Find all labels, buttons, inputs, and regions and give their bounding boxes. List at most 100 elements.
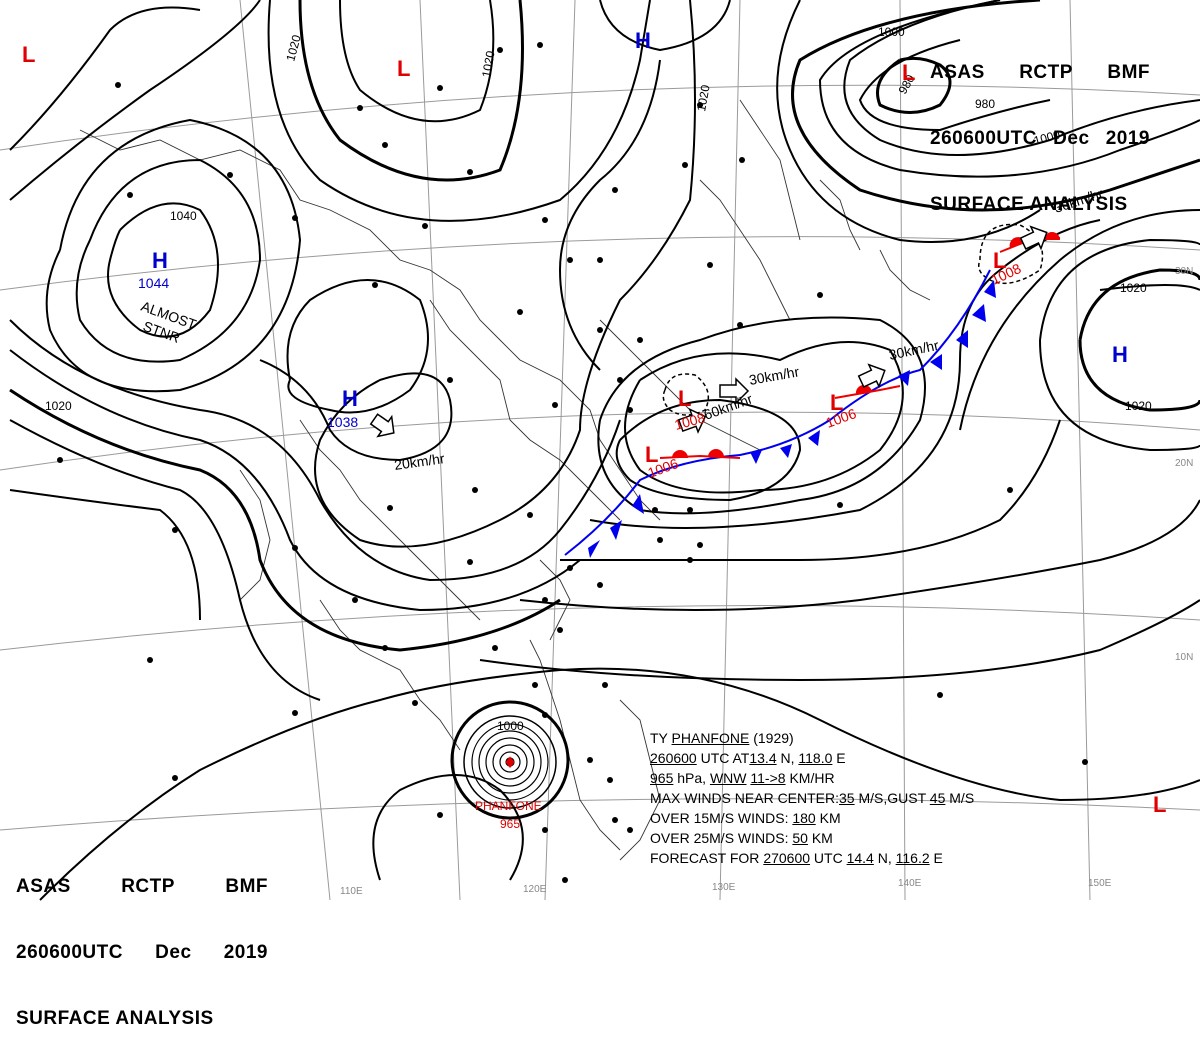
isobars <box>9 0 1200 901</box>
ty-forecast-label: FORECAST FOR <box>650 850 760 866</box>
ty-hpa: hPa, <box>677 770 707 786</box>
coastlines <box>79 99 931 861</box>
ty-forecast-lon: 116.2 <box>895 850 930 866</box>
typhoon-line-6: OVER 25M/S WINDS: 50 KM <box>650 828 974 848</box>
central-pressures: 1044 1038 1006 1006 1008 1008 <box>138 260 1024 481</box>
ty-lat: 13.4 <box>749 750 777 766</box>
typhoon-name-label: PHANFONE <box>475 799 542 813</box>
ty-max-winds-label: MAX WINDS NEAR CENTER: <box>650 790 840 806</box>
isobar-label: 1020 <box>283 33 304 63</box>
ty-n: N, <box>780 750 795 766</box>
isobar-label: 1020 <box>1125 399 1152 413</box>
header-bottom: ASAS RCTP BMF 260600UTC Dec 2019 SURFACE… <box>16 832 268 1052</box>
ty-prefix: TY <box>650 730 668 746</box>
typhoon-isobars <box>450 700 570 820</box>
isobar-label: 1020 <box>1120 281 1147 295</box>
ty-lon: 118.0 <box>798 750 833 766</box>
lon-label: 130E <box>712 882 736 893</box>
low-center: L <box>830 390 843 415</box>
isobar-label: 1000 <box>497 719 524 733</box>
central-pressure: 1006 <box>824 405 859 431</box>
low-center: L <box>902 60 915 85</box>
header-month: Dec <box>1053 128 1090 149</box>
typhoon-line-7: FORECAST FOR 270600 UTC 14.4 N, 116.2 E <box>650 848 974 868</box>
low-center: L <box>397 56 410 81</box>
header-month: Dec <box>155 942 192 963</box>
lat-label: 20N <box>1175 458 1193 469</box>
ty-25ms-unit: KM <box>811 830 833 846</box>
ty-gust-label: M/S,GUST <box>858 790 926 806</box>
header-datetime: 260600UTC <box>930 128 1037 149</box>
lon-label: 110E <box>340 886 363 897</box>
lat-label: 30N <box>1175 266 1193 277</box>
ty-max-winds: 35 <box>839 790 855 806</box>
ty-forecast-utc: UTC <box>813 850 843 866</box>
header-office: BMF <box>1107 62 1150 83</box>
ty-gust-unit: M/S <box>949 790 975 806</box>
ty-e: E <box>836 750 846 766</box>
header-agency: ASAS <box>16 876 71 897</box>
ty-speed-unit: KM/HR <box>789 770 835 786</box>
ty-15ms-radius: 180 <box>792 810 816 826</box>
cold-front <box>564 269 996 558</box>
ty-pressure: 965 <box>650 770 674 786</box>
ty-forecast-e: E <box>933 850 943 866</box>
low-center: L <box>22 42 35 67</box>
high-center: H <box>635 28 651 53</box>
typhoon-line-4: MAX WINDS NEAR CENTER:35 M/S,GUST 45 M/S <box>650 788 974 808</box>
ty-gust: 45 <box>929 790 946 806</box>
typhoon-line-1: TY PHANFONE (1929) <box>650 728 974 748</box>
header-agency: ASAS <box>930 62 985 83</box>
ty-utc-at: UTC AT <box>700 750 750 766</box>
lon-label: 150E <box>1088 878 1112 889</box>
ty-number: (1929) <box>753 730 794 746</box>
high-center: H <box>342 386 358 411</box>
lon-label: 140E <box>898 878 922 889</box>
isobar-label-group: 1020 1020 1020 1040 1020 1000 980 980 10… <box>45 25 1152 733</box>
low-center: L <box>993 248 1006 273</box>
high-center: H <box>152 248 168 273</box>
header-top: ASAS RCTP BMF 260600UTC Dec 2019 SURFACE… <box>930 18 1150 238</box>
header-station: RCTP <box>1019 62 1073 83</box>
typhoon-line-2: 260600 UTC AT13.4 N, 118.0 E <box>650 748 974 768</box>
isobar-label: 1020 <box>694 83 712 112</box>
typhoon-symbol: ♦ <box>503 753 517 772</box>
ty-speed: 11->8 <box>750 770 786 786</box>
typhoon-line-3: 965 hPa, WNW 11->8 KM/HR <box>650 768 974 788</box>
system-notes: ALMOST STNR <box>139 298 199 346</box>
low-center: L <box>678 386 691 411</box>
ty-name: PHANFONE <box>671 730 750 746</box>
ty-25ms-label: OVER 25M/S WINDS: <box>650 830 789 846</box>
typhoon-line-5: OVER 15M/S WINDS: 180 KM <box>650 808 974 828</box>
motion-label: 20km/hr <box>393 450 446 473</box>
graticule-labels: 110E 120E 130E 140E 150E 30N 20N 10N <box>340 266 1193 897</box>
warm-front <box>659 232 1061 459</box>
isobar-label: 1040 <box>170 209 197 223</box>
header-office: BMF <box>225 876 268 897</box>
ty-forecast-lat: 14.4 <box>846 850 874 866</box>
central-pressure: 1038 <box>327 414 358 430</box>
isobar-label: 1020 <box>479 49 497 78</box>
central-pressure: 1008 <box>673 409 707 433</box>
motion-arrows <box>369 225 1048 438</box>
ty-25ms-radius: 50 <box>792 830 808 846</box>
ty-time: 260600 <box>650 750 697 766</box>
isobar-label: 980 <box>975 97 995 111</box>
header-datetime: 260600UTC <box>16 942 123 963</box>
typhoon-info-box: TY PHANFONE (1929) 260600 UTC AT13.4 N, … <box>650 728 974 868</box>
header-year: 2019 <box>223 942 268 963</box>
header-title: SURFACE ANALYSIS <box>930 194 1128 215</box>
high-center: H <box>1112 342 1128 367</box>
ty-15ms-label: OVER 15M/S WINDS: <box>650 810 789 826</box>
low-center: L <box>1153 792 1166 817</box>
lat-label: 10N <box>1175 652 1193 663</box>
low-center: L <box>645 442 658 467</box>
weather-map: ♦ <box>0 0 1200 901</box>
motion-label: 30km/hr <box>887 337 940 363</box>
isobar-label: 1020 <box>45 399 72 413</box>
ty-direction: WNW <box>709 770 747 786</box>
station-plots <box>57 42 1088 883</box>
header-title: SURFACE ANALYSIS <box>16 1008 214 1029</box>
header-year: 2019 <box>1105 128 1150 149</box>
isobar-label: 1000 <box>878 25 905 39</box>
